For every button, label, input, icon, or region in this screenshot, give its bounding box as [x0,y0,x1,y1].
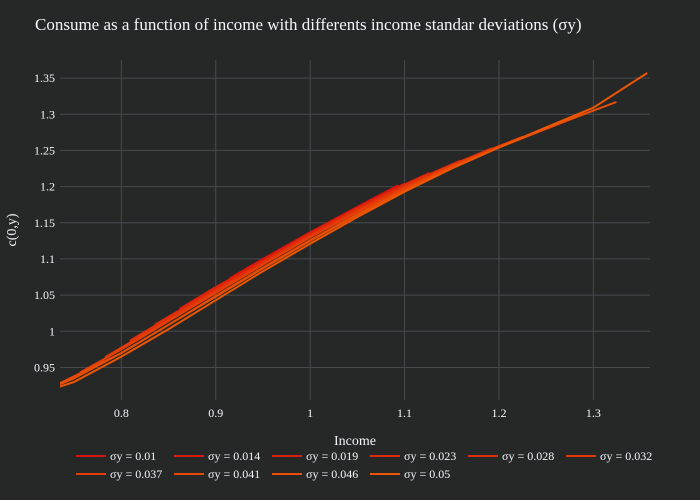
y-tick-label: 0.95 [34,360,55,374]
legend-item[interactable]: σy = 0.046 [272,467,358,481]
y-tick-label: 1.3 [40,107,55,121]
x-tick-label: 1.3 [586,406,601,420]
y-tick-label: 1.25 [34,143,55,157]
y-tick-label: 1.2 [40,180,55,194]
series-line [60,101,617,386]
y-tick-label: 1 [49,324,55,338]
x-tick-label: 1.2 [491,406,506,420]
legend-label: σy = 0.037 [110,467,162,481]
legend-label: σy = 0.041 [208,467,260,481]
legend-item[interactable]: σy = 0.014 [174,449,260,463]
legend-item[interactable]: σy = 0.041 [174,467,260,481]
series-lines [60,72,648,388]
y-tick-label: 1.05 [34,288,55,302]
legend-item[interactable]: σy = 0.023 [370,449,456,463]
legend-item[interactable]: σy = 0.05 [370,467,450,481]
legend-label: σy = 0.05 [404,467,450,481]
x-axis-ticks: 0.8 0.9 1 1.1 1.2 1.3 [114,406,601,420]
legend: σy = 0.01 σy = 0.014 σy = 0.019 σy = 0.023 σ… [76,449,652,481]
legend-label: σy = 0.019 [306,449,358,463]
legend-label: σy = 0.028 [502,449,554,463]
legend-label: σy = 0.014 [208,449,260,463]
series-line [60,72,648,388]
y-axis-label: c(0,y) [5,213,20,246]
x-axis-label: Income [334,434,376,449]
legend-item[interactable]: σy = 0.037 [76,467,162,481]
legend-item[interactable]: σy = 0.019 [272,449,358,463]
legend-item[interactable]: σy = 0.032 [566,449,652,463]
x-tick-label: 0.8 [114,406,129,420]
y-tick-label: 1.35 [34,71,55,85]
legend-label: σy = 0.023 [404,449,456,463]
y-axis-ticks: 0.95 1 1.05 1.1 1.15 1.2 1.25 1.3 1.35 [34,71,55,374]
grid [60,60,650,400]
x-tick-label: 1 [307,406,313,420]
legend-item[interactable]: σy = 0.028 [468,449,554,463]
legend-item[interactable]: σy = 0.01 [76,449,156,463]
y-tick-label: 1.15 [34,216,55,230]
y-tick-label: 1.1 [40,252,55,266]
x-tick-label: 1.1 [397,406,412,420]
x-tick-label: 0.9 [208,406,223,420]
chart-title: Consume as a function of income with dif… [35,15,582,34]
legend-label: σy = 0.046 [306,467,358,481]
legend-label: σy = 0.01 [110,449,156,463]
legend-label: σy = 0.032 [600,449,652,463]
